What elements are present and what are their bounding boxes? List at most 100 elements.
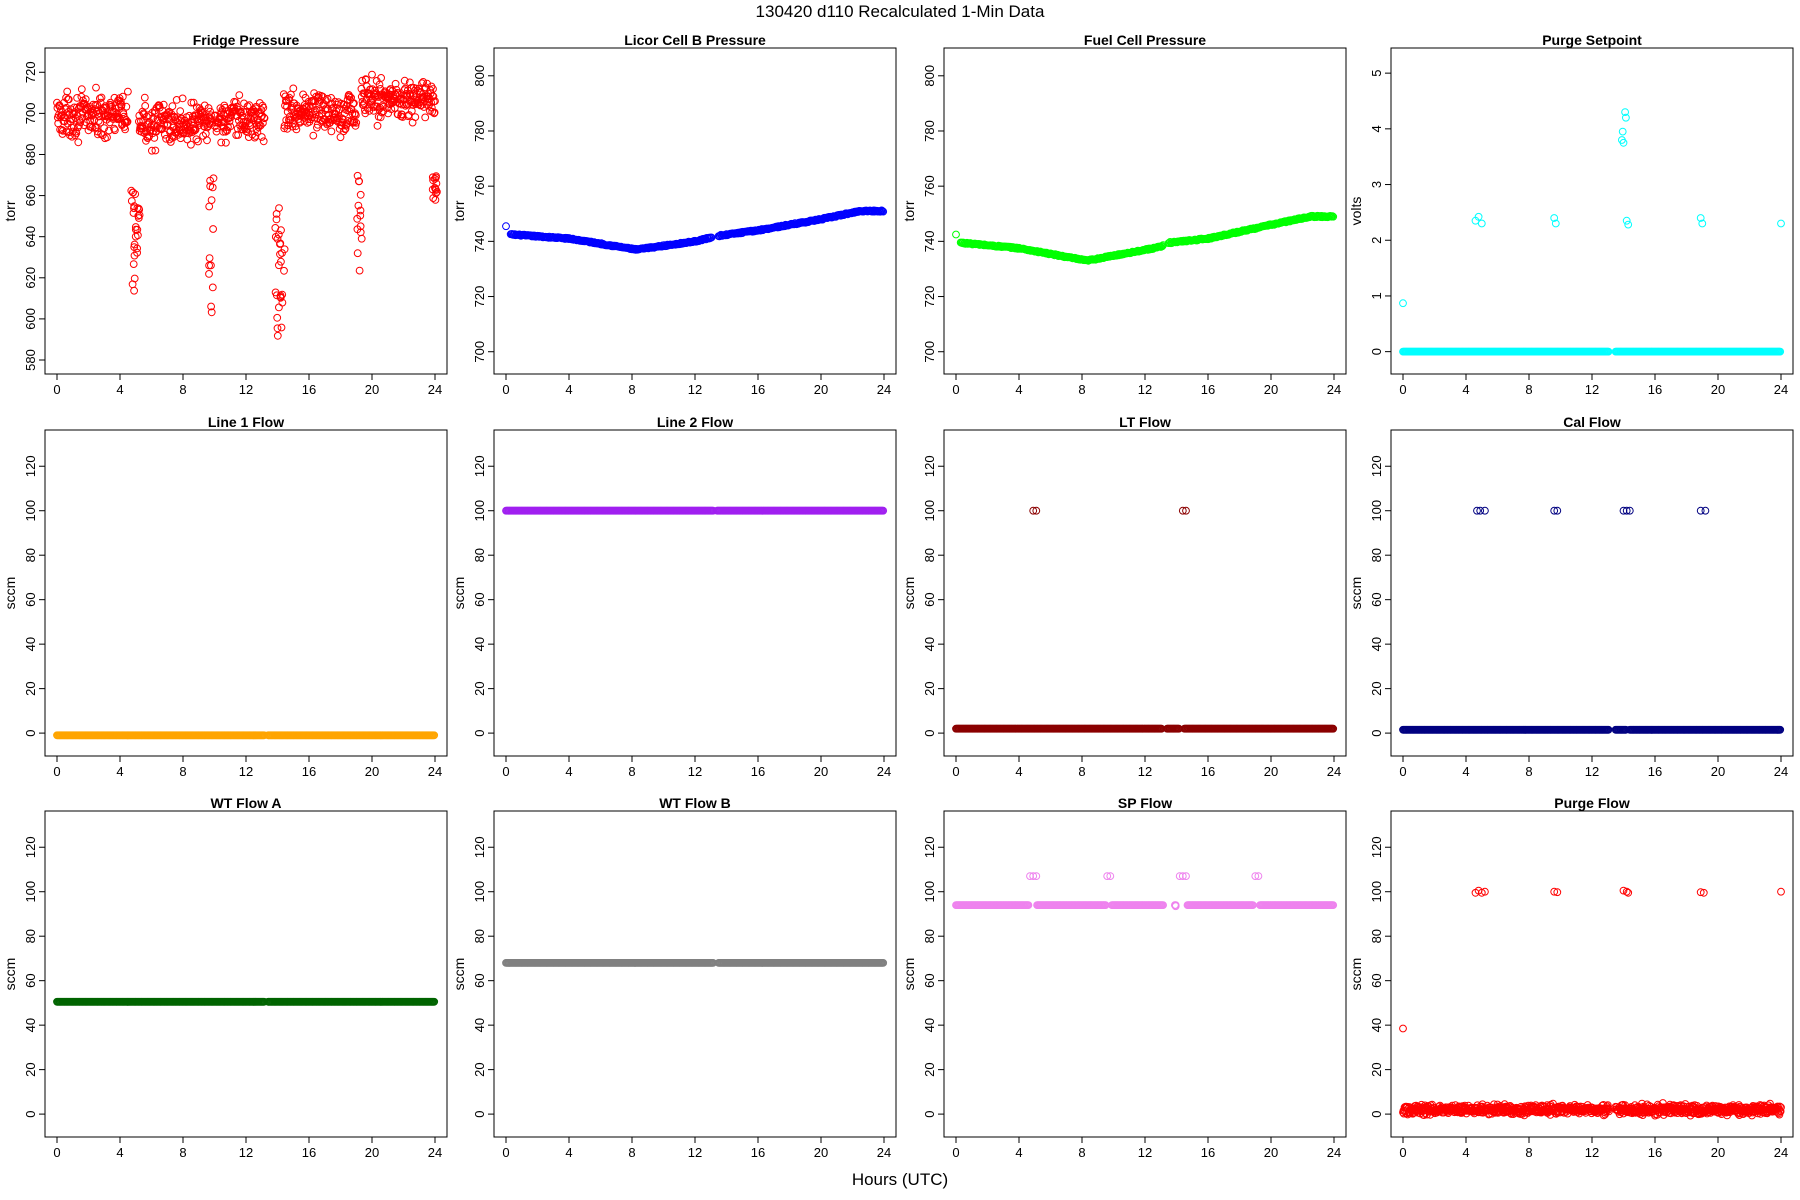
data-point [151,146,160,155]
data-point [259,137,268,146]
x-tick-label: 12 [1585,764,1599,779]
y-tick-label: 740 [922,231,937,253]
x-tick-label: 0 [952,382,959,397]
data-point [429,85,437,93]
x-tick-label: 16 [302,382,316,397]
x-tick-label: 8 [628,764,635,779]
data-point [97,93,106,102]
x-tick-label: 8 [1525,764,1532,779]
x-tick-label: 16 [1201,382,1215,397]
y-tick-label: 20 [922,681,937,695]
data-points [952,211,1338,265]
data-point [203,136,211,145]
x-tick-label: 16 [1201,764,1215,779]
x-tick-label: 0 [1399,382,1406,397]
data-points [502,506,888,515]
x-tick-label: 8 [1078,382,1085,397]
data-point [275,303,283,312]
data-point [1701,506,1710,515]
data-point [100,124,109,133]
x-tick-label: 0 [952,764,959,779]
y-tick-label: 40 [23,1018,38,1032]
x-tick-label: 4 [1462,382,1469,397]
data-point [428,173,437,182]
y-axis-label: sccm [901,577,917,610]
x-tick-label: 12 [239,382,253,397]
data-point [372,90,381,99]
x-tick-label: 12 [1138,382,1152,397]
data-point [206,107,215,116]
data-point [277,257,285,266]
y-tick-label: 0 [23,1110,38,1117]
data-point [63,87,72,96]
data-point [430,108,439,117]
x-tick-label: 12 [688,764,702,779]
data-point [204,104,213,112]
data-point [81,95,90,104]
x-tick-label: 20 [365,1145,379,1160]
data-point [194,137,202,146]
data-point [168,102,177,111]
data-point [129,188,138,197]
data-point [205,202,214,211]
data-point [178,94,187,103]
y-tick-label: 40 [472,637,487,651]
data-point [161,130,169,139]
y-tick-label: 780 [922,120,937,142]
x-tick-label: 4 [1015,382,1022,397]
x-tick-label: 4 [565,382,572,397]
y-tick-label: 720 [472,286,487,308]
data-point [208,283,217,292]
data-point [256,121,265,130]
data-point [72,129,81,138]
data-point [89,100,98,109]
data-point [134,204,143,213]
data-point [129,260,138,269]
y-tick-label: 0 [472,729,487,736]
data-point [356,211,365,220]
y-tick-label: 100 [1369,500,1384,522]
data-point [277,226,285,235]
data-point [176,116,184,125]
data-point [97,130,105,138]
data-point [351,121,360,130]
data-points [502,206,888,254]
data-point [283,124,292,133]
data-point [280,266,288,275]
data-point [130,286,139,295]
data-point [207,261,215,270]
data-point [216,104,225,113]
data-point [176,107,185,115]
x-tick-label: 4 [1015,764,1022,779]
data-point [127,197,136,205]
data-point [327,127,336,136]
x-tick-label: 24 [1327,382,1341,397]
y-tick-label: 0 [1369,729,1384,736]
data-point [260,114,269,123]
data-point [192,135,201,144]
data-point [379,103,387,111]
data-point [306,111,315,120]
y-axis-label: torr [2,200,18,221]
x-tick-label: 8 [179,382,186,397]
data-point [879,207,888,216]
y-tick-label: 4 [1369,125,1384,132]
data-point [272,215,281,224]
y-tick-label: 120 [472,455,487,477]
y-tick-label: 60 [1369,592,1384,606]
y-tick-label: 720 [922,286,937,308]
y-axis-label: torr [901,200,917,221]
y-tick-label: 680 [23,144,38,166]
data-point [420,84,429,93]
data-point [311,106,319,115]
plot-frame [493,429,897,757]
data-point [368,70,376,79]
data-point [148,146,156,155]
data-point [1622,216,1631,225]
data-point [322,96,330,105]
data-point [407,107,416,115]
y-tick-label: 40 [23,637,38,651]
data-point [146,126,155,135]
y-tick-label: 100 [922,500,937,522]
y-tick-label: 120 [922,455,937,477]
